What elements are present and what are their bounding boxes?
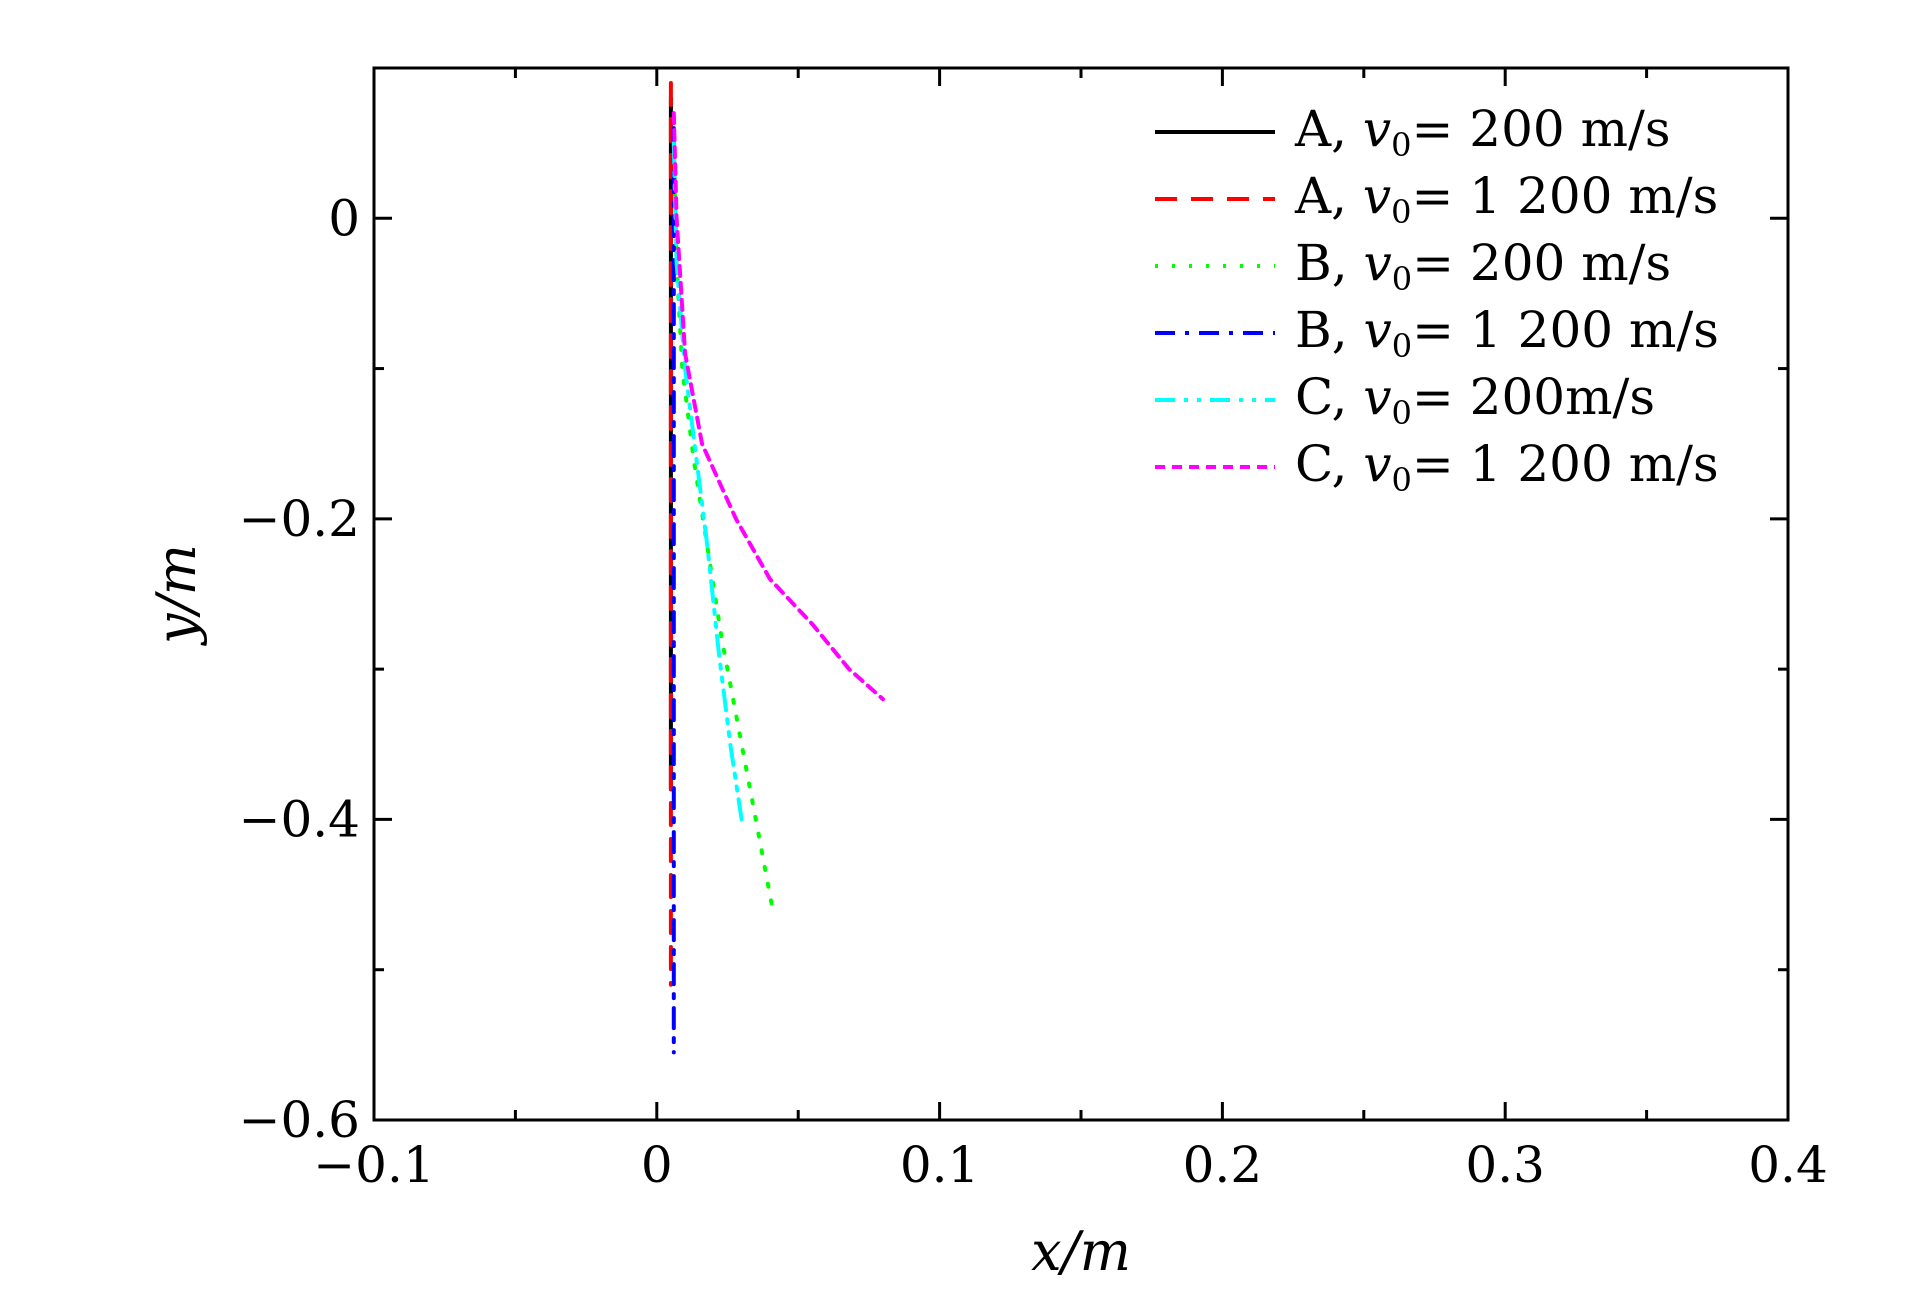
series-line-5: [671, 141, 744, 822]
legend-label-1: A, v0= 200 m/s: [1294, 100, 1671, 164]
legend-label-3: B, v0= 200 m/s: [1295, 234, 1671, 298]
x-tick-label: 0.1: [900, 1136, 980, 1194]
x-tick-label: −0.1: [313, 1136, 434, 1194]
y-axis-label: y/m: [145, 544, 208, 646]
legend-label-4: B, v0= 1 200 m/s: [1295, 301, 1719, 365]
series-line-3: [671, 141, 775, 912]
plot-frame: [372, 66, 1790, 1122]
y-tick-label: −0.6: [239, 1091, 360, 1149]
legend-label-2: A, v0= 1 200 m/s: [1294, 167, 1718, 231]
x-axis-label: x/m: [1031, 1220, 1131, 1283]
axes-layer: −0.1 0 0.1 0.2 0.3 0.4 −0.6 −0.4 −0.2 0 x/m y/m: [145, 66, 1828, 1283]
x-tick-label: 0.2: [1183, 1136, 1263, 1194]
x-tick-label: 0.3: [1465, 1136, 1545, 1194]
series-line-6: [671, 111, 885, 702]
x-tick-label: 0: [641, 1136, 673, 1194]
y-tick-label: −0.2: [239, 490, 360, 548]
legend: A, v0= 200 m/sA, v0= 1 200 m/sB, v0= 200…: [1155, 100, 1719, 499]
legend-label-6: C, v0= 1 200 m/s: [1295, 435, 1719, 499]
x-tick-label: 0.4: [1748, 1136, 1828, 1194]
plot-layer: [668, 81, 885, 1055]
y-tick-label: 0: [328, 189, 360, 247]
legend-label-5: C, v0= 200m/s: [1295, 368, 1655, 432]
y-tick-label: −0.4: [239, 790, 360, 848]
